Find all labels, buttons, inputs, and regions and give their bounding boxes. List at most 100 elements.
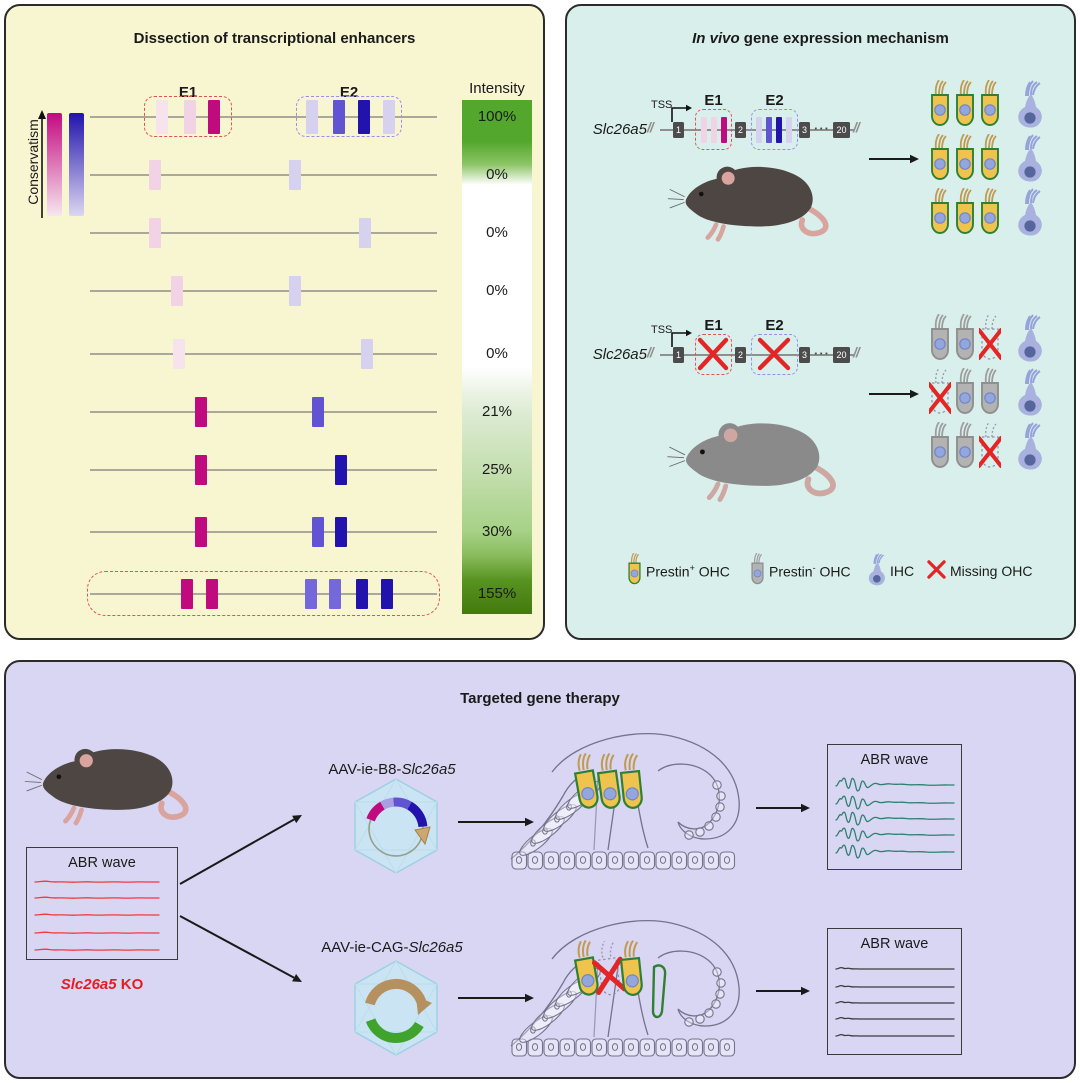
gene-diagram-knockout: Slc26a5////TSS 1 2 3 20 ··· E1 E2 bbox=[567, 317, 1074, 397]
abr-trace bbox=[835, 844, 955, 859]
tss-arrow-icon bbox=[671, 104, 692, 122]
hair-cell bbox=[954, 313, 976, 369]
legend-label: IHC bbox=[890, 563, 915, 579]
hair-cell bbox=[929, 133, 951, 189]
aav-capsid-icon bbox=[354, 778, 438, 874]
enhancer-fragment-bar bbox=[711, 117, 717, 143]
enhancer-fragment-bar bbox=[156, 100, 168, 134]
abr-trace bbox=[835, 966, 955, 970]
intensity-value: 0% bbox=[486, 282, 508, 299]
aav-cag-capsid-icon bbox=[346, 958, 446, 1063]
ohc-yellow-icon bbox=[931, 79, 949, 126]
legend-item: Missing OHC bbox=[927, 552, 1032, 590]
mouse-gray-icon bbox=[667, 412, 839, 524]
panel-invivo-mechanism: In vivo gene expression mechanism bbox=[565, 4, 1076, 640]
e1-dashed-box bbox=[695, 334, 732, 375]
ohc-yellow-icon bbox=[931, 187, 949, 234]
aav-b8-capsid-icon bbox=[346, 776, 446, 881]
arrow-icon bbox=[756, 803, 810, 813]
up-arrow-icon bbox=[38, 110, 46, 218]
abr-trace bbox=[835, 1016, 955, 1020]
arrow-icon bbox=[179, 915, 303, 983]
ohc-yellow-icon bbox=[628, 552, 641, 584]
e1-dashed-box bbox=[144, 96, 232, 137]
construct-row bbox=[6, 448, 547, 492]
enhancer-fragment-bar bbox=[312, 517, 324, 547]
arrow-icon bbox=[869, 154, 919, 164]
abr-trace bbox=[835, 777, 955, 792]
abr-trace bbox=[34, 913, 160, 916]
aav-b8-label: AAV-ie-B8-Slc26a5 bbox=[328, 761, 456, 778]
exon-box: 20 bbox=[833, 122, 850, 138]
exon-box: 2 bbox=[735, 122, 746, 138]
missing-ohc-icon bbox=[977, 421, 1003, 468]
cochlea-cross-section: .co{fill:none;stroke:#73738c;stroke-widt… bbox=[510, 920, 740, 1057]
missing-ohc-icon bbox=[977, 313, 1003, 360]
cochlea-missing-ohc bbox=[591, 940, 627, 996]
ohc-yellow-icon bbox=[956, 79, 974, 126]
enhancer-fragment-bar bbox=[181, 579, 193, 609]
hair-cell bbox=[979, 133, 1001, 189]
enhancer-fragment-bar bbox=[701, 117, 707, 143]
cochlea-treated: .co{fill:none;stroke:#73738c;stroke-widt… bbox=[506, 718, 746, 883]
intensity-colorbar bbox=[462, 100, 532, 614]
abr-wave-box-knockout: ABR wave bbox=[26, 847, 178, 960]
enhancer-fragment-bar bbox=[333, 100, 345, 134]
enhancer-fragment-bar bbox=[195, 517, 207, 547]
exon-box: 20 bbox=[833, 347, 850, 363]
enhancer-fragment-bar bbox=[721, 117, 727, 143]
ihc-icon bbox=[1018, 314, 1042, 362]
legend-item: IHC bbox=[867, 552, 914, 590]
panel-enhancer-dissection: Dissection of transcriptional enhancers … bbox=[4, 4, 545, 640]
e2-label: E2 bbox=[765, 317, 784, 334]
abr-trace bbox=[835, 795, 955, 810]
ohc-gray-icon bbox=[956, 367, 974, 414]
legend-item: Prestin- OHC bbox=[750, 552, 851, 590]
inner-hair-cell bbox=[1016, 422, 1043, 477]
deleted-x-icon bbox=[697, 337, 729, 371]
enhancer-fragment-bar bbox=[356, 579, 368, 609]
abr-trace bbox=[34, 880, 160, 883]
cochlea-ohc bbox=[573, 752, 599, 809]
construct-row bbox=[6, 153, 547, 197]
intensity-value: 25% bbox=[481, 461, 513, 478]
missing-ohc-icon bbox=[927, 367, 953, 414]
intensity-value: 0% bbox=[486, 224, 508, 241]
tss-label: TSS bbox=[651, 324, 673, 336]
abr-wave-title: ABR wave bbox=[860, 936, 929, 952]
enhancer-fragment-bar bbox=[173, 339, 185, 369]
conservatism-gradient-blue bbox=[69, 113, 84, 216]
exon-box: 1 bbox=[673, 347, 684, 363]
enhancer-fragment-bar bbox=[206, 579, 218, 609]
hair-cell bbox=[929, 79, 951, 135]
abr-trace bbox=[835, 1000, 955, 1004]
abr-active-waves bbox=[835, 777, 955, 859]
hair-cell bbox=[979, 367, 1001, 423]
hair-cell bbox=[979, 79, 1001, 135]
abr-trace bbox=[835, 984, 955, 988]
enhancer-fragment-bar bbox=[195, 455, 207, 485]
slc26a5-ko-label: Slc26a5 KO bbox=[60, 976, 144, 993]
construct-row bbox=[6, 332, 547, 376]
enhancer-fragment-bar bbox=[305, 579, 317, 609]
intensity-value: 100% bbox=[477, 108, 517, 125]
intensity-value: 21% bbox=[481, 403, 513, 420]
hair-cell bbox=[929, 187, 951, 243]
arrow-icon bbox=[458, 993, 534, 1003]
hair-cell bbox=[929, 313, 951, 369]
hair-cell bbox=[977, 313, 1003, 369]
arrow-icon bbox=[756, 986, 810, 996]
title-rest-part: gene expression mechanism bbox=[739, 30, 949, 47]
construct-row bbox=[6, 95, 547, 139]
abr-trace bbox=[34, 931, 160, 934]
e2-label: E2 bbox=[765, 92, 784, 109]
enhancer-fragment-bar bbox=[149, 218, 161, 248]
mouse-illustration bbox=[667, 423, 836, 502]
break-slashes: // bbox=[853, 119, 860, 135]
intensity-label: Intensity bbox=[469, 80, 525, 97]
enhancer-fragment-bar bbox=[312, 397, 324, 427]
panel-title: In vivo gene expression mechanism bbox=[567, 30, 1074, 47]
e1-label: E1 bbox=[704, 317, 723, 334]
abr-wave-title: ABR wave bbox=[860, 752, 929, 768]
